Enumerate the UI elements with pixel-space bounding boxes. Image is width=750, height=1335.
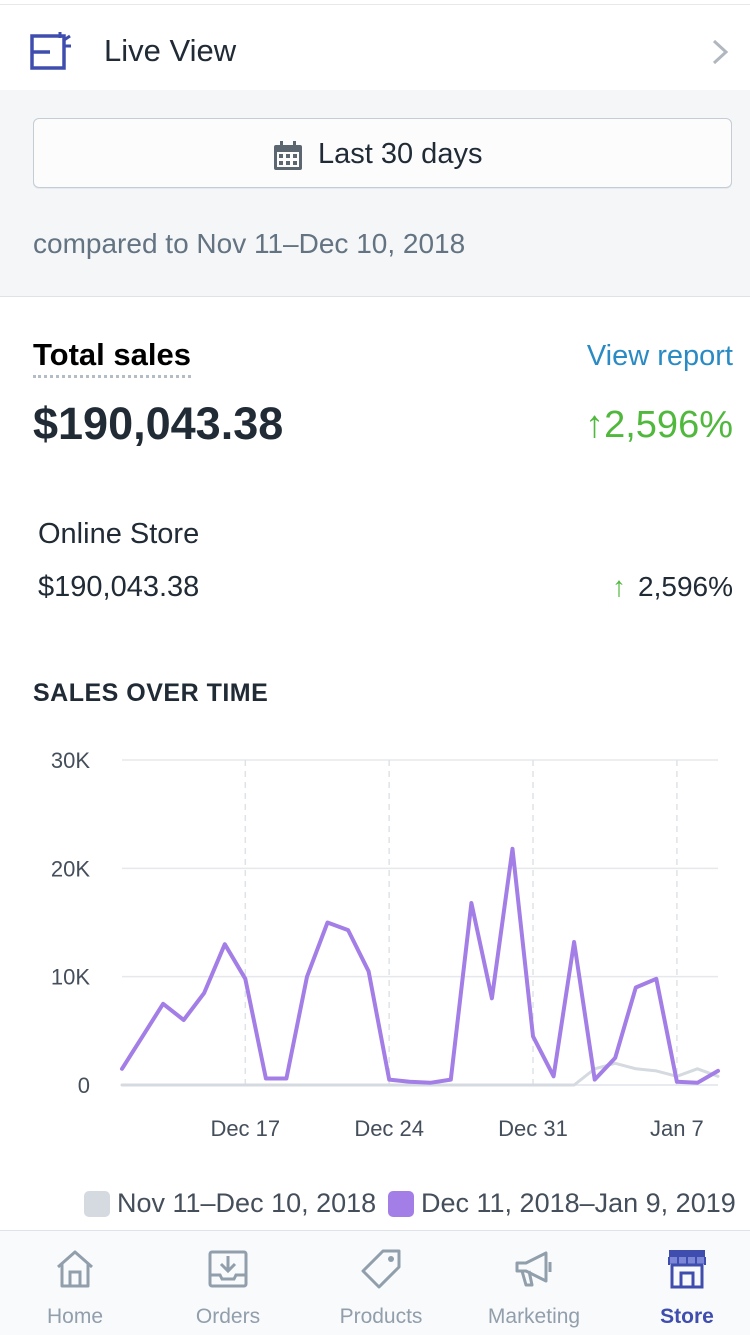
legend-swatch-current <box>388 1190 414 1217</box>
products-icon <box>361 1249 401 1289</box>
chart-series-previous-line <box>120 1061 720 1087</box>
home-icon <box>57 1250 93 1288</box>
tab-orders[interactable]: Orders <box>153 1231 303 1335</box>
view-report-link[interactable]: View report <box>586 340 733 372</box>
chart-x-tick-label: Dec 24 <box>354 1116 424 1141</box>
legend-item-current: Dec 11, 2018–Jan 9, 2019 <box>388 1188 736 1219</box>
online-store-label: Online Store <box>38 518 200 550</box>
legend-swatch-previous <box>84 1190 110 1217</box>
tab-marketing[interactable]: Marketing <box>459 1231 609 1335</box>
chart-title: SALES OVER TIME <box>33 679 269 707</box>
chart-legend: Nov 11–Dec 10, 2018 Dec 11, 2018–Jan 9, … <box>0 1188 750 1224</box>
online-store-change: ↑ 2,596% <box>612 571 733 603</box>
online-store-change-value: 2,596% <box>638 571 733 602</box>
chart-x-tick-label: Jan 7 <box>650 1116 704 1141</box>
chart-x-tick-label: Dec 17 <box>210 1116 280 1141</box>
legend-item-previous: Nov 11–Dec 10, 2018 <box>84 1188 376 1219</box>
chart-y-tick-label: 30K <box>51 748 90 773</box>
chart-y-tick-label: 0 <box>78 1073 90 1098</box>
chart-series-current-line <box>120 846 720 1085</box>
date-filter-panel: Last 30 days compared to Nov 11–Dec 10, … <box>0 90 750 297</box>
comparison-text: compared to Nov 11–Dec 10, 2018 <box>33 228 466 259</box>
date-range-button[interactable]: Last 30 days <box>33 118 732 188</box>
marketing-icon <box>515 1251 552 1287</box>
arrow-up-icon: ↑ <box>585 404 605 446</box>
total-sales-change: ↑2,596% <box>585 404 733 447</box>
tab-home[interactable]: Home <box>0 1231 150 1335</box>
online-store-amount: $190,043.38 <box>38 571 200 603</box>
total-sales-title[interactable]: Total sales <box>33 338 191 378</box>
legend-label-current: Dec 11, 2018–Jan 9, 2019 <box>421 1188 736 1218</box>
live-view-row[interactable]: Live View <box>0 6 750 90</box>
total-sales-change-value: 2,596% <box>604 404 733 446</box>
live-view-icon <box>30 32 71 70</box>
tab-label-products: Products <box>339 1305 423 1328</box>
bottom-tab-bar: Home Orders Products Marketing <box>0 1230 750 1335</box>
legend-label-previous: Nov 11–Dec 10, 2018 <box>117 1188 377 1218</box>
tab-label-orders: Orders <box>195 1305 261 1328</box>
orders-icon <box>208 1250 248 1288</box>
tab-label-store: Store <box>660 1305 714 1328</box>
tab-label-home: Home <box>46 1305 104 1328</box>
arrow-up-icon: ↑ <box>612 571 627 602</box>
chart-y-tick-label: 10K <box>51 965 90 990</box>
chart-x-tick-label: Dec 31 <box>498 1116 568 1141</box>
tab-store[interactable]: Store <box>612 1231 750 1335</box>
date-range-label: Last 30 days <box>318 138 483 170</box>
chevron-right-icon <box>712 39 729 65</box>
tab-products[interactable]: Products <box>306 1231 456 1335</box>
total-sales-amount: $190,043.38 <box>33 398 284 449</box>
sales-over-time-chart: 30K 20K 10K 0 Dec 17 Dec 24 Dec 31 Jan 7 <box>51 748 720 1141</box>
live-view-label: Live View <box>104 33 237 68</box>
tab-label-marketing: Marketing <box>487 1305 581 1328</box>
store-icon <box>668 1250 706 1289</box>
top-divider <box>0 0 750 5</box>
calendar-icon <box>274 141 302 170</box>
chart-y-tick-label: 20K <box>51 856 90 881</box>
